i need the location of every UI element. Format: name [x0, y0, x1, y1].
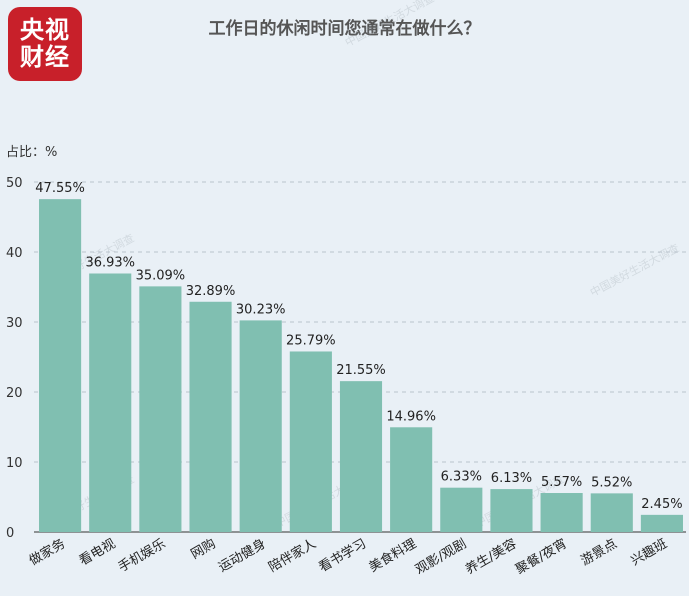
y-tick-label: 40	[6, 246, 23, 261]
data-label: 5.52%	[591, 475, 632, 490]
x-tick-label: 运动健身	[216, 536, 269, 576]
x-tick-label: 养生/美容	[463, 536, 520, 578]
data-label: 6.13%	[491, 471, 532, 486]
bar	[640, 514, 683, 532]
y-tick-label: 10	[6, 456, 23, 471]
data-label: 47.55%	[35, 181, 85, 196]
bar	[590, 493, 633, 532]
x-tick-label: 观影/观剧	[413, 536, 469, 577]
data-label: 36.93%	[85, 255, 135, 270]
x-tick-label: 看电视	[76, 536, 118, 569]
data-label: 21.55%	[336, 363, 386, 378]
x-tick-label: 兴趣班	[629, 536, 670, 568]
y-tick-label: 20	[6, 386, 23, 401]
bar	[440, 487, 483, 532]
bar	[540, 493, 583, 532]
data-label: 30.23%	[236, 302, 286, 317]
data-label: 25.79%	[286, 333, 336, 348]
data-label: 6.33%	[441, 470, 482, 485]
bar	[89, 273, 132, 532]
x-tick-label: 手机娱乐	[116, 536, 169, 575]
bar	[490, 489, 533, 532]
x-tick-label: 网购	[188, 536, 219, 563]
bar	[39, 199, 82, 532]
y-tick-label: 30	[6, 316, 23, 331]
x-tick-label: 做家务	[26, 536, 68, 569]
data-label: 14.96%	[386, 409, 436, 424]
cctv-finance-logo: 央视 财经	[8, 7, 82, 81]
bar	[289, 351, 332, 532]
bar	[339, 381, 383, 532]
bar	[139, 286, 182, 532]
y-axis-unit-label: 占比：%	[6, 145, 58, 160]
x-tick-label: 看书学习	[316, 536, 369, 576]
data-label: 35.09%	[136, 268, 186, 283]
y-tick-label: 0	[6, 526, 14, 541]
data-label: 2.45%	[641, 497, 682, 512]
x-tick-label: 美食料理	[366, 536, 419, 576]
bar	[189, 301, 232, 532]
data-label: 32.89%	[186, 284, 236, 299]
x-tick-label: 陪伴家人	[266, 536, 319, 576]
chart-title: 工作日的休闲时间您通常在做什么？	[208, 19, 481, 39]
bar	[239, 320, 282, 532]
logo-line-2: 财经	[20, 43, 70, 71]
x-tick-label: 游景点	[578, 536, 619, 568]
data-label: 5.57%	[541, 475, 582, 490]
bar	[390, 427, 433, 532]
logo-line-1: 央视	[20, 16, 70, 44]
x-tick-label: 聚餐/夜宵	[513, 536, 570, 578]
y-tick-label: 50	[6, 176, 23, 191]
